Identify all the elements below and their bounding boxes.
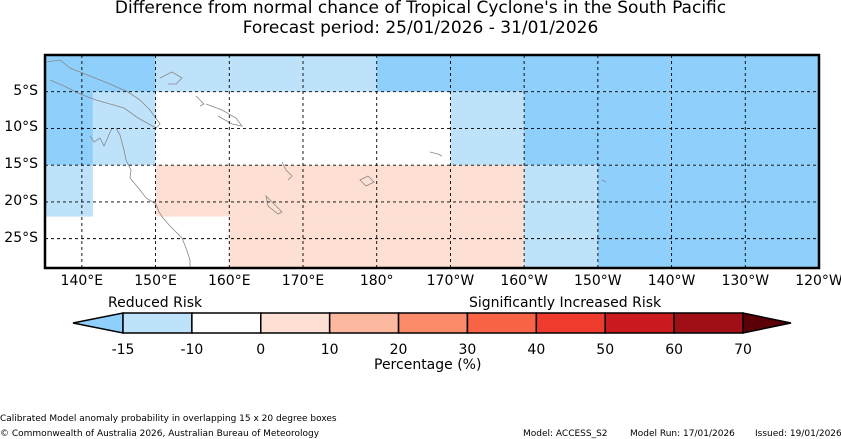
australia-coastline: [115, 127, 191, 268]
colorbar-tick-label: -15: [111, 342, 135, 358]
legend-increased-risk-label: Significantly Increased Risk: [469, 295, 662, 311]
colorbar-under-arrow: [72, 312, 124, 334]
lon-tick-label: 170°W: [426, 273, 475, 289]
anomaly-cell-12: [597, 165, 819, 268]
colorbar-over-arrow: [742, 312, 792, 334]
new-caledonia-coastline: [265, 194, 283, 215]
colorbar-segment: [260, 312, 331, 334]
colorbar: [72, 312, 792, 334]
colorbar-segment: [604, 312, 675, 334]
lon-tick-label: 140°E: [60, 273, 104, 289]
solomon-islands-coastline: [205, 103, 243, 127]
colorbar-segment: [466, 312, 538, 334]
chart-title: Difference from normal chance of Tropica…: [114, 0, 727, 18]
lon-tick-label: 160°E: [207, 273, 251, 289]
coastlines: [46, 59, 607, 268]
colorbar-segment: [191, 312, 262, 334]
lat-tick-label: 15°S: [4, 156, 38, 173]
lon-tick-label: 170°E: [281, 273, 325, 289]
anomaly-cell-0: [45, 55, 156, 92]
lon-tick-label: 120°W: [795, 273, 841, 289]
anomaly-cell-11: [524, 165, 598, 268]
legend-reduced-risk-label: Reduced Risk: [108, 295, 203, 311]
anomaly-cell-5: [376, 91, 451, 129]
fiji-coastline: [359, 175, 375, 187]
footer-issued: Issued: 19/01/2026: [755, 429, 841, 439]
lon-tick-label: 130°W: [721, 273, 770, 289]
colorbar-tick-label: 70: [734, 342, 752, 358]
colorbar-tick-label: 0: [256, 342, 266, 358]
colorbar-tick-label: 30: [458, 342, 477, 358]
colorbar-tick-label: -10: [180, 342, 204, 358]
colorbar-tick-label: 10: [320, 342, 339, 358]
anomaly-cell-9: [155, 165, 525, 217]
colorbar-segment: [535, 312, 606, 334]
new-britain-coastline: [159, 71, 183, 85]
cape-york-coastline: [89, 127, 113, 147]
new-guinea-coastline: [46, 59, 161, 129]
colorbar-xlabel: Percentage (%): [374, 357, 482, 373]
lon-tick-label: 180°: [359, 273, 394, 289]
forecast-period: Forecast period: 25/01/2026 - 31/01/2026: [242, 18, 599, 38]
colorbar-segment: [673, 312, 744, 334]
lat-tick-label: 20°S: [4, 192, 38, 209]
french-polynesia-coastline: [601, 179, 607, 183]
map-frame: [43, 53, 821, 270]
colorbar-segment: [328, 312, 400, 334]
lat-tick-label: 25°S: [4, 229, 38, 246]
lat-tick-label: 10°S: [4, 119, 38, 136]
lon-tick-label: 140°W: [647, 273, 696, 289]
colorbar-tick-label: 60: [665, 342, 684, 358]
anomaly-cell-1: [155, 55, 377, 92]
colorbar-tick-label: 40: [527, 342, 546, 358]
footer-model-run: Model Run: 17/01/2026: [630, 429, 735, 439]
vanuatu-coastline: [281, 161, 293, 181]
anomaly-cell-8: [45, 165, 93, 217]
lon-tick-label: 150°E: [134, 273, 177, 289]
footer-copyright: © Commonwealth of Australia 2026, Austra…: [0, 429, 320, 439]
graticule: [45, 55, 820, 268]
colorbar-tick-label: 50: [596, 342, 615, 358]
colorbar-segment: [397, 312, 469, 334]
anomaly-cell-6: [450, 91, 525, 166]
bougainville-coastline: [195, 95, 205, 107]
footer-note: Calibrated Model anomaly probability in …: [0, 414, 337, 424]
lon-tick-label: 160°W: [500, 273, 548, 289]
lat-tick-label: 5°S: [13, 82, 38, 99]
samoa-coastline: [429, 151, 443, 157]
colorbar-tick-label: 20: [389, 342, 408, 358]
footer-model: Model: ACCESS_S2: [523, 429, 608, 439]
colorbar-segment: [122, 312, 193, 334]
anomaly-cells: [45, 55, 819, 268]
lon-tick-label: 150°W: [574, 273, 622, 289]
